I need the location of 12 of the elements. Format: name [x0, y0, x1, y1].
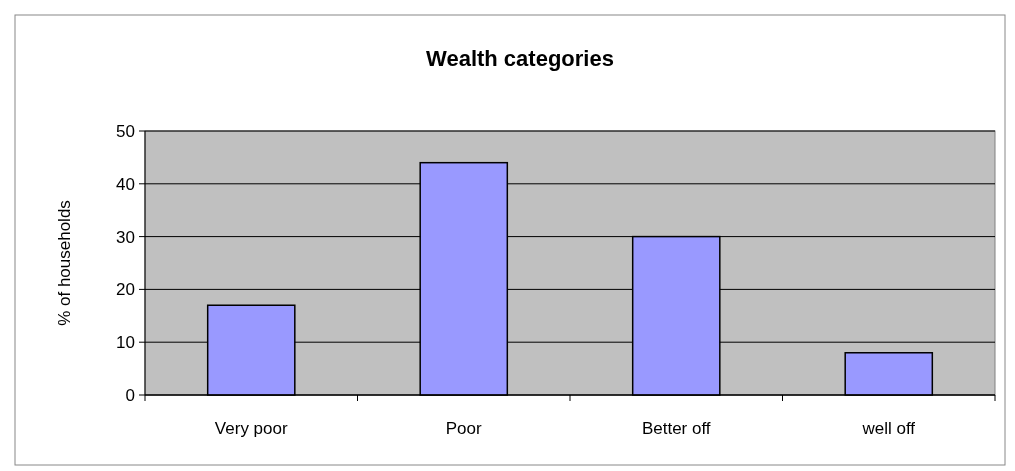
x-tick-label: Very poor	[214, 419, 288, 438]
x-tick-label: Poor	[445, 419, 483, 438]
x-tick-label: Better off	[641, 419, 711, 438]
y-tick-label: 20	[116, 280, 135, 300]
y-tick-label: 30	[116, 227, 135, 247]
y-tick-label: 0	[125, 385, 135, 405]
y-tick-label: 50	[116, 121, 135, 141]
x-tick-label: well off	[861, 419, 916, 438]
chart-title: Wealth categories	[426, 46, 614, 71]
y-tick-label: 10	[116, 333, 135, 353]
y-tick-label: 40	[116, 174, 135, 194]
y-axis-title: % of households	[55, 200, 74, 326]
